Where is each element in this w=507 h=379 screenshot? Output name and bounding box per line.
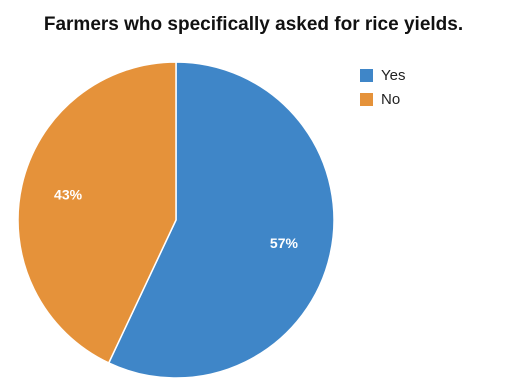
legend-swatch-yes [360,68,373,82]
chart-title: Farmers who specifically asked for rice … [43,14,464,35]
slice-label-no: 43% [54,187,83,203]
legend-label-no: No [381,90,401,108]
pie-slice-yes [107,61,335,379]
legend-item-yes: Yes [360,64,405,86]
chart-legend: Yes No [360,64,405,112]
pie-slice-no [17,61,177,364]
legend-item-no: No [360,88,405,110]
legend-label-yes: Yes [381,66,406,84]
legend-swatch-no [360,92,373,106]
slice-label-yes: 57% [270,235,299,251]
